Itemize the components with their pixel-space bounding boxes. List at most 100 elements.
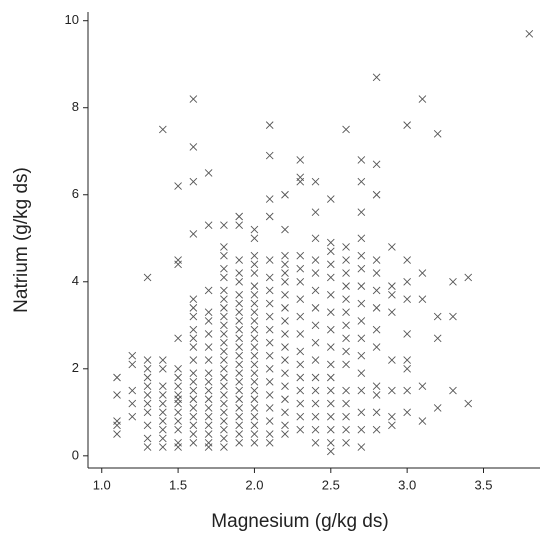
point-stroke [265, 195, 274, 203]
point [220, 364, 228, 373]
point [143, 364, 152, 373]
point [235, 412, 243, 421]
point-stroke [326, 325, 335, 334]
point-stroke [143, 356, 152, 364]
point-stroke [143, 273, 152, 282]
point-stroke [220, 312, 228, 321]
point [189, 143, 198, 151]
point-stroke [357, 177, 366, 186]
point-stroke [296, 312, 305, 321]
point-stroke [204, 395, 213, 404]
point-stroke [220, 417, 228, 425]
point-stroke [220, 338, 228, 347]
point-stroke [189, 369, 198, 377]
point [159, 443, 167, 451]
point [265, 212, 274, 221]
point [265, 378, 274, 386]
point [403, 364, 411, 373]
point [235, 430, 243, 438]
point-stroke [342, 438, 350, 447]
point [204, 369, 213, 377]
point [326, 373, 335, 382]
point-stroke [311, 177, 320, 186]
point-stroke [189, 177, 198, 186]
point [174, 182, 182, 190]
point [235, 221, 243, 230]
point [113, 430, 121, 438]
point [311, 386, 320, 395]
point-stroke [235, 421, 243, 430]
point [281, 291, 289, 299]
point [311, 399, 320, 408]
point-stroke [388, 282, 396, 290]
point [449, 277, 457, 286]
point-stroke [326, 399, 335, 408]
point [372, 160, 381, 169]
point [388, 282, 396, 290]
point-stroke [281, 343, 289, 351]
point-stroke [296, 251, 305, 260]
point [265, 438, 274, 447]
point [403, 256, 411, 264]
point-stroke [265, 256, 274, 264]
point [204, 386, 213, 395]
point [296, 312, 305, 321]
point [372, 256, 381, 264]
point [235, 334, 243, 343]
point [220, 243, 228, 251]
point-stroke [204, 343, 213, 351]
point [235, 438, 243, 447]
point-stroke [220, 330, 228, 338]
point [311, 256, 320, 264]
point-stroke [281, 260, 289, 269]
point-stroke [464, 273, 473, 282]
point [357, 208, 366, 216]
point-stroke [250, 317, 259, 325]
point-stroke [220, 286, 228, 295]
point-stroke [342, 386, 350, 395]
point-stroke [265, 312, 274, 321]
point-stroke [388, 421, 396, 430]
point [220, 321, 228, 330]
point [357, 177, 366, 186]
point [403, 330, 411, 338]
point-stroke [388, 412, 396, 421]
point [220, 295, 228, 303]
point [220, 221, 228, 230]
point-stroke [281, 251, 289, 260]
point [250, 251, 259, 260]
point-stroke [250, 404, 259, 412]
point-stroke [372, 304, 381, 312]
point [250, 438, 259, 447]
point [235, 343, 243, 351]
point [189, 378, 198, 386]
point-stroke [296, 295, 305, 303]
point [189, 304, 198, 312]
point-stroke [189, 438, 198, 447]
point-stroke [159, 408, 167, 417]
point-stroke [235, 291, 243, 299]
point [250, 421, 259, 430]
point [311, 286, 320, 295]
point-stroke [128, 360, 137, 369]
point-stroke [403, 277, 411, 286]
point [235, 277, 243, 286]
point-stroke [174, 425, 182, 434]
point [296, 177, 305, 186]
point-stroke [220, 273, 228, 282]
point-stroke [357, 334, 366, 343]
point [326, 360, 335, 369]
point [189, 312, 198, 321]
point [174, 382, 182, 391]
point [357, 425, 366, 434]
point [220, 264, 228, 273]
point [265, 273, 274, 282]
point-stroke [204, 430, 213, 438]
point [296, 399, 305, 408]
point-stroke [388, 386, 396, 395]
point-stroke [372, 73, 381, 82]
point [220, 391, 228, 399]
point [204, 412, 213, 421]
point [296, 264, 305, 273]
